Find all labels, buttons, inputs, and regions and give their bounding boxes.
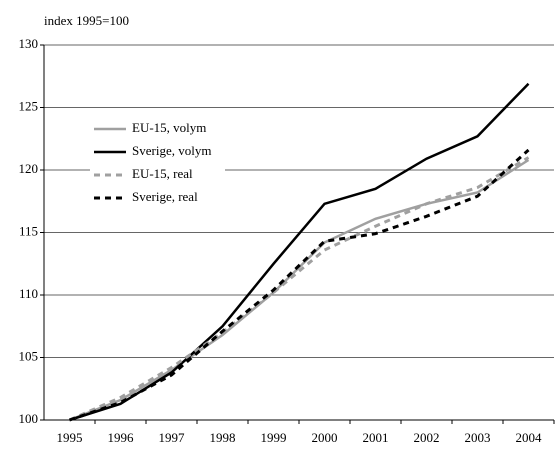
y-tick-label: 115 xyxy=(19,223,38,238)
x-tick-label: 2001 xyxy=(363,430,389,445)
legend-label: EU-15, volym xyxy=(132,120,206,135)
legend-label: EU-15, real xyxy=(132,166,193,181)
series-line xyxy=(69,148,530,422)
x-tick-label: 1995 xyxy=(57,430,83,445)
x-tick-label: 2000 xyxy=(312,430,338,445)
y-tick-label: 120 xyxy=(19,161,39,176)
x-tick-label: 1996 xyxy=(108,430,135,445)
legend-label: Sverige, volym xyxy=(132,143,211,158)
x-tick-label: 2004 xyxy=(516,430,543,445)
series-line xyxy=(69,82,530,422)
legend-label: Sverige, real xyxy=(132,189,198,204)
unit-label: index 1995=100 xyxy=(44,13,129,28)
x-tick-label: 1997 xyxy=(159,430,186,445)
legend-box xyxy=(90,111,225,211)
y-tick-label: 105 xyxy=(19,348,39,363)
y-tick-label: 130 xyxy=(19,36,39,51)
x-tick-label: 1999 xyxy=(261,430,287,445)
x-tick-label: 1998 xyxy=(210,430,236,445)
y-tick-label: 125 xyxy=(19,98,39,113)
y-tick-label: 110 xyxy=(19,286,38,301)
x-tick-label: 2003 xyxy=(465,430,491,445)
y-tick-label: 100 xyxy=(19,411,39,426)
x-tick-label: 2002 xyxy=(414,430,440,445)
